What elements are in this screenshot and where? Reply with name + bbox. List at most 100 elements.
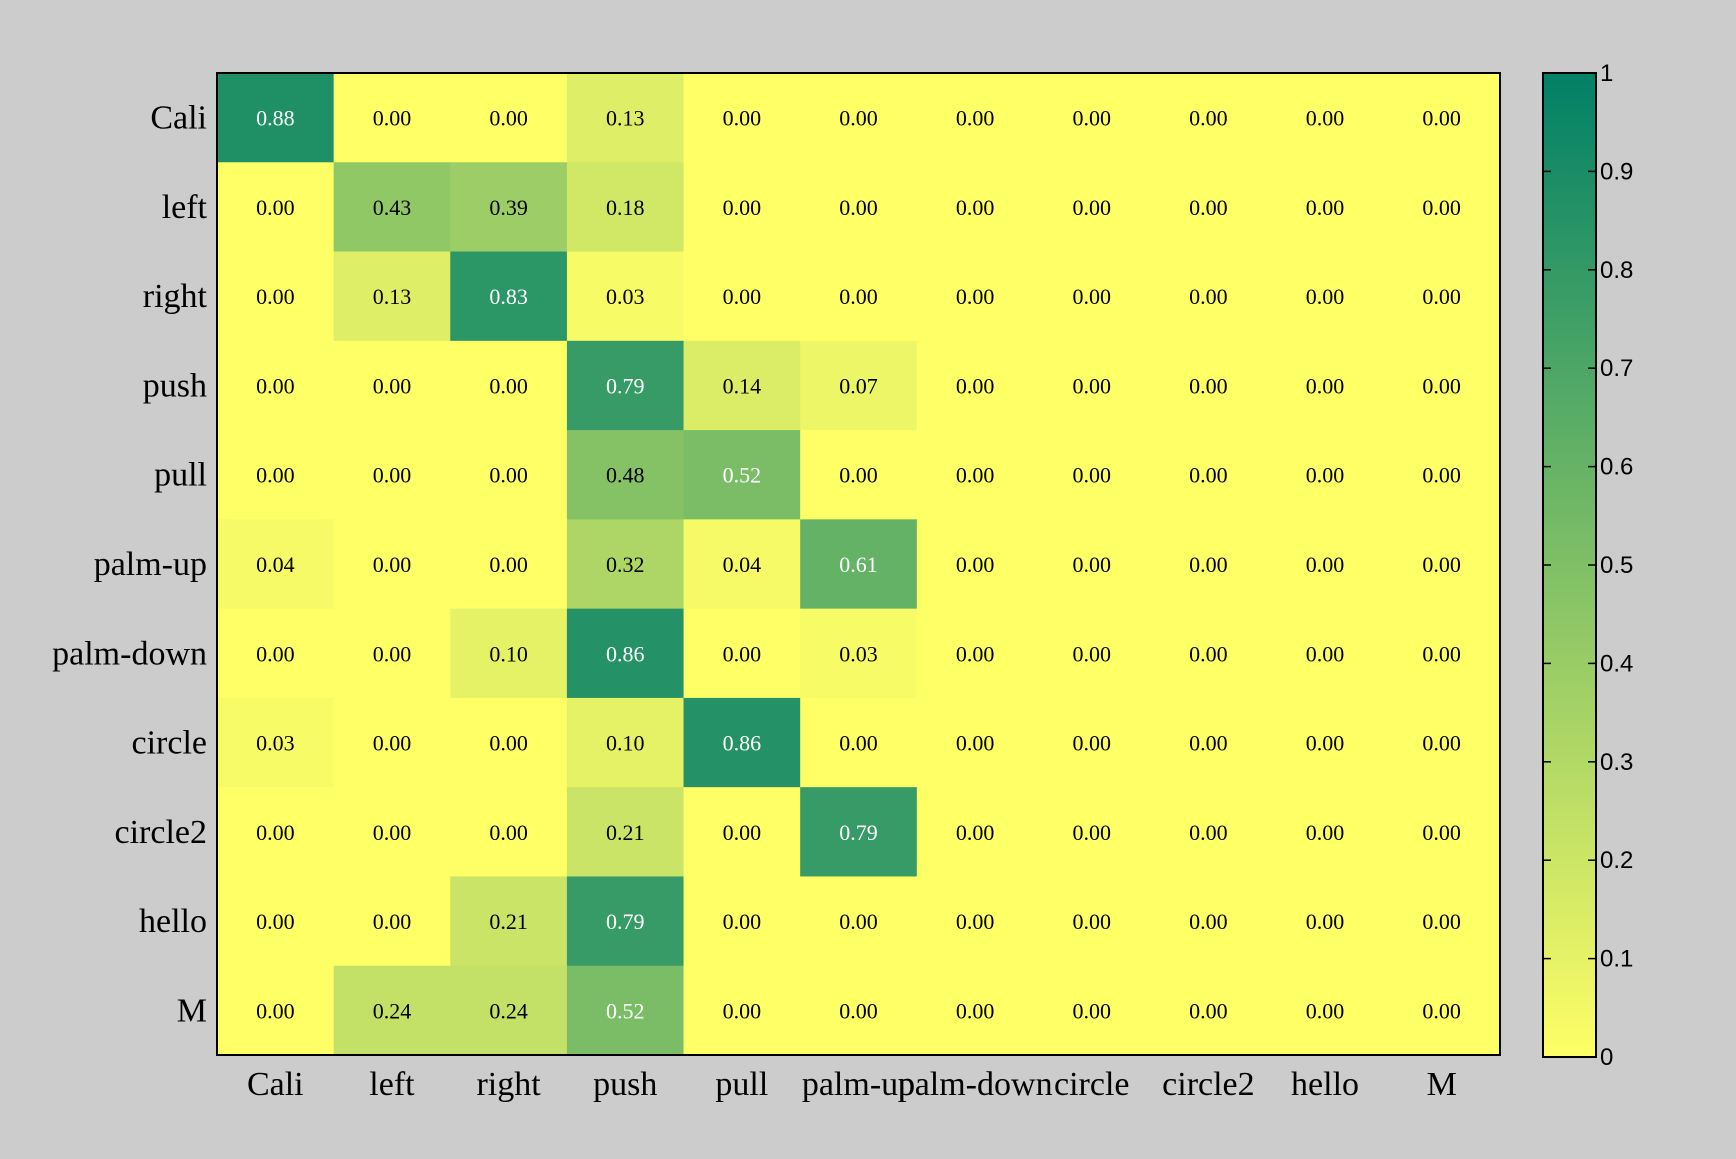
row-label: circle (132, 725, 208, 762)
heatmap-cell (1266, 697, 1384, 788)
heatmap-cell (217, 340, 335, 431)
cell-value-label: 0.48 (606, 463, 645, 488)
column-label: left (369, 1066, 415, 1103)
cell-value-label: 0.00 (1306, 909, 1345, 934)
cell-value-label: 0.00 (1306, 195, 1345, 220)
cell-value-label: 0.39 (489, 195, 528, 220)
heatmap-cell-values: 0.88 0.00 0.00 0.13 0.00 0.00 0.00 0.00 0.00 0.00… (256, 106, 1461, 1024)
cell-value-label: 0.00 (723, 641, 762, 666)
row-label: palm-up (94, 546, 207, 583)
heatmap-cell (1266, 876, 1384, 967)
heatmap-cell (333, 162, 451, 253)
cell-value-label: 0.00 (1189, 641, 1228, 666)
cell-value-label: 0.00 (256, 909, 295, 934)
cell-value-label: 0.00 (1189, 106, 1228, 131)
heatmap-cell (566, 519, 685, 610)
colorbar-tick-label: 0.4 (1600, 650, 1633, 677)
cell-value-label: 0.00 (956, 552, 995, 577)
heatmap-cell (1266, 519, 1384, 610)
cell-value-label: 0.00 (839, 731, 878, 756)
heatmap-cell (1266, 608, 1384, 699)
cell-value-label: 0.00 (1073, 195, 1112, 220)
heatmap-cell (916, 430, 1035, 520)
cell-value-label: 0.00 (1422, 373, 1461, 398)
heatmap-cell (450, 965, 568, 1056)
heatmap-cell (1150, 162, 1268, 253)
row-label: Cali (150, 100, 207, 137)
row-label: pull (154, 457, 207, 494)
cell-value-label: 0.00 (956, 463, 995, 488)
cell-value-label: 0.00 (956, 284, 995, 309)
cell-value-label: 0.00 (256, 641, 295, 666)
cell-value-label: 0.00 (373, 463, 412, 488)
cell-value-label: 0.18 (606, 195, 645, 220)
cell-value-label: 0.00 (1306, 731, 1345, 756)
cell-value-label: 0.24 (489, 998, 528, 1023)
cell-value-label: 0.00 (839, 106, 878, 131)
cell-value-label: 0.00 (1422, 641, 1461, 666)
cell-value-label: 0.21 (606, 820, 645, 845)
heatmap-cell (1383, 697, 1501, 788)
heatmap-cell (566, 430, 685, 520)
heatmap-cell (1383, 162, 1501, 253)
heatmap-cell (1033, 430, 1151, 520)
heatmap-cell (217, 430, 335, 520)
cell-value-label: 0.00 (1189, 284, 1228, 309)
heatmap-cell (450, 876, 568, 967)
cell-value-label: 0.00 (1073, 998, 1112, 1023)
heatmap-cell (916, 162, 1035, 253)
cell-value-label: 0.00 (1073, 820, 1112, 845)
cell-value-label: 0.00 (839, 909, 878, 934)
cell-value-label: 0.10 (606, 731, 645, 756)
heatmap-cell (1383, 519, 1501, 610)
cell-value-label: 0.00 (1422, 998, 1461, 1023)
heatmap-cell (1033, 965, 1151, 1056)
heatmap-cell (333, 608, 451, 699)
column-label: palm-down (898, 1066, 1053, 1103)
cell-value-label: 0.13 (373, 284, 412, 309)
heatmap-cell (683, 162, 801, 253)
heatmap-cell (683, 876, 801, 967)
heatmap-cell (916, 876, 1035, 967)
cell-value-label: 0.13 (606, 106, 645, 131)
heatmap-cell (450, 340, 568, 431)
column-label: right (476, 1066, 541, 1103)
heatmap-cell (1383, 608, 1501, 699)
heatmap-cell (1033, 876, 1151, 967)
heatmap-cell (1033, 162, 1151, 253)
heatmap-cell (1150, 787, 1268, 878)
cell-value-label: 0.00 (1422, 284, 1461, 309)
heatmap-cell (800, 340, 918, 431)
heatmap-cell (217, 787, 335, 878)
cell-value-label: 0.00 (1189, 909, 1228, 934)
heatmap-cell (1033, 519, 1151, 610)
heatmap-cell (1266, 965, 1384, 1056)
cell-value-label: 0.00 (373, 909, 412, 934)
colorbar-tick-label: 0.3 (1600, 749, 1633, 776)
cell-value-label: 0.00 (723, 284, 762, 309)
cell-value-label: 0.10 (489, 641, 528, 666)
colorbar-tick-label: 0.5 (1600, 552, 1633, 579)
heatmap-cell (450, 73, 568, 163)
heatmap-cell (916, 787, 1035, 878)
heatmap-cell (683, 608, 801, 699)
cell-value-label: 0.83 (489, 284, 528, 309)
cell-value-label: 0.86 (723, 731, 762, 756)
cell-value-label: 0.00 (956, 195, 995, 220)
cell-value-label: 0.14 (723, 373, 762, 398)
heatmap-cell (333, 787, 451, 878)
heatmap-cell (1033, 608, 1151, 699)
heatmap-cell (333, 73, 451, 163)
heatmap-cell (916, 965, 1035, 1056)
row-label: push (143, 367, 207, 404)
cell-value-label: 0.00 (723, 998, 762, 1023)
cell-value-label: 0.00 (373, 731, 412, 756)
heatmap-cell (1266, 787, 1384, 878)
cell-value-label: 0.00 (723, 195, 762, 220)
cell-value-label: 0.00 (1306, 106, 1345, 131)
cell-value-label: 0.00 (1073, 106, 1112, 131)
cell-value-label: 0.00 (956, 820, 995, 845)
heatmap-cell (1150, 608, 1268, 699)
